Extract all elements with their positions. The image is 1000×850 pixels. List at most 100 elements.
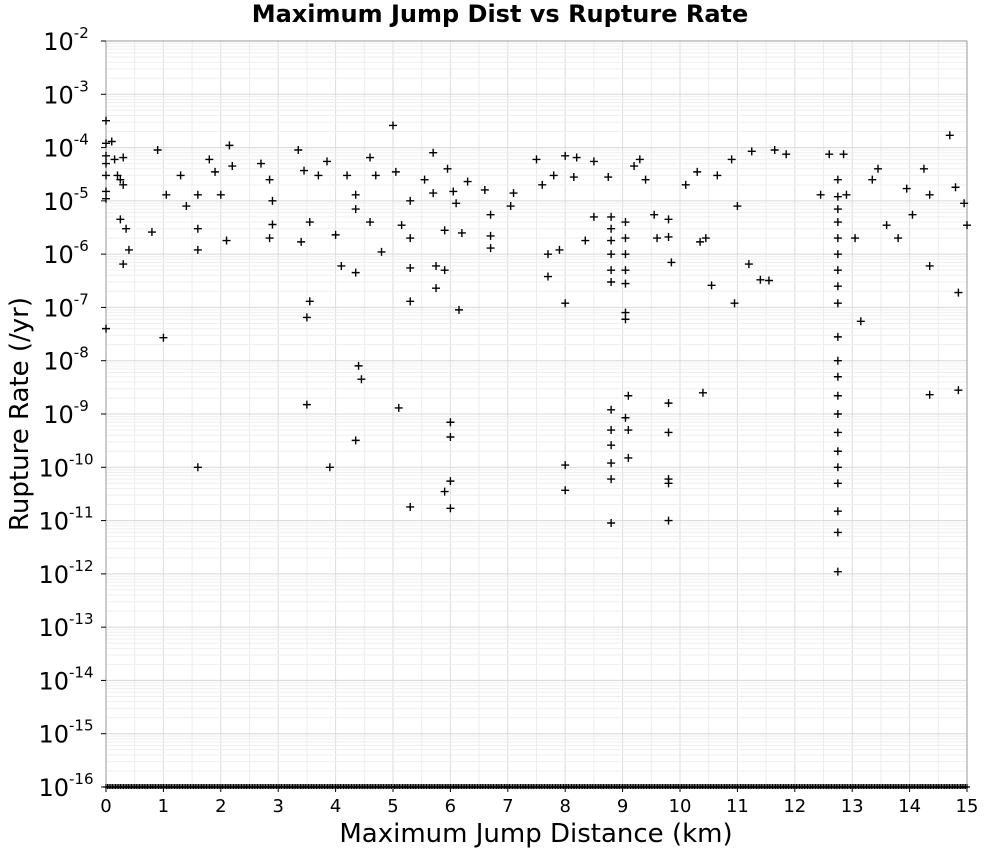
data-point	[701, 234, 710, 243]
data-point	[833, 218, 842, 227]
data-point	[747, 147, 756, 156]
y-tick-label: 10-10	[38, 450, 93, 482]
data-point	[351, 190, 360, 199]
y-tick-exponent: -6	[74, 237, 89, 255]
data-point	[486, 231, 495, 240]
data-point	[543, 272, 552, 281]
y-tick-exponent: -8	[74, 344, 89, 362]
data-point	[182, 202, 191, 211]
data-point	[664, 479, 673, 488]
data-point	[429, 148, 438, 157]
data-point	[621, 250, 630, 259]
data-point	[664, 399, 673, 408]
data-point	[193, 245, 202, 254]
data-point	[193, 224, 202, 233]
data-point	[486, 210, 495, 219]
y-tick-exponent: -7	[74, 290, 89, 308]
data-point	[621, 218, 630, 227]
data-point	[397, 221, 406, 230]
y-axis-title: Rupture Rate (/yr)	[5, 297, 35, 531]
data-point	[908, 210, 917, 219]
y-tick-exponent: -5	[74, 184, 89, 202]
data-point	[664, 516, 673, 525]
data-point	[205, 155, 214, 164]
data-point	[122, 224, 131, 233]
y-tick-exponent: -16	[69, 770, 94, 788]
y-tick-label: 10-13	[38, 610, 93, 642]
data-point	[902, 184, 911, 193]
data-point	[480, 185, 489, 194]
data-point	[268, 220, 277, 229]
data-point	[607, 405, 616, 414]
data-point	[581, 236, 590, 245]
x-tick-label: 11	[726, 796, 749, 817]
data-point	[538, 180, 547, 189]
data-point	[371, 171, 380, 180]
data-point	[698, 388, 707, 397]
y-tick-base: 10	[43, 241, 74, 269]
data-point	[868, 175, 877, 184]
data-point	[713, 171, 722, 180]
data-point	[102, 194, 110, 203]
x-tick-label: 10	[669, 796, 692, 817]
data-point	[406, 502, 415, 511]
data-point	[107, 137, 116, 146]
data-point	[607, 224, 616, 233]
data-point	[124, 245, 133, 254]
data-point	[406, 196, 415, 205]
data-point	[951, 183, 960, 192]
data-point	[211, 167, 220, 176]
y-tick-base: 10	[38, 614, 69, 642]
data-point	[147, 228, 156, 237]
data-point	[443, 164, 452, 173]
data-point	[391, 167, 400, 176]
data-point	[354, 361, 363, 370]
y-tick-exponent: -15	[69, 717, 94, 735]
y-tick-exponent: -12	[69, 557, 94, 575]
y-tick-label: 10-11	[38, 504, 93, 536]
y-tick-base: 10	[43, 28, 74, 56]
y-tick-base: 10	[43, 401, 74, 429]
data-point	[446, 477, 455, 486]
y-tick-label: 10-2	[43, 24, 89, 56]
data-point	[727, 155, 736, 164]
data-point	[532, 155, 541, 164]
data-point	[833, 282, 842, 291]
y-tick-base: 10	[43, 294, 74, 322]
y-tick-exponent: -14	[69, 663, 94, 681]
data-point	[256, 159, 265, 168]
data-point	[882, 221, 891, 230]
y-tick-base: 10	[38, 721, 69, 749]
data-point	[621, 266, 630, 275]
data-point	[440, 226, 449, 235]
data-point	[641, 175, 650, 184]
data-point	[833, 447, 842, 456]
data-point	[842, 190, 851, 199]
data-point	[216, 190, 225, 199]
y-tick-label: 10-3	[43, 77, 89, 109]
data-point	[621, 413, 630, 422]
data-point	[394, 403, 403, 412]
floor-markers	[103, 784, 970, 789]
data-point	[607, 212, 616, 221]
data-point	[607, 250, 616, 259]
data-point	[366, 218, 375, 227]
data-point	[300, 166, 309, 175]
data-point	[607, 519, 616, 528]
data-point	[406, 297, 415, 306]
x-tick-label: 1	[158, 796, 169, 817]
data-point	[569, 173, 578, 182]
y-tick-label: 10-5	[43, 184, 89, 216]
data-point	[667, 258, 676, 267]
y-tick-label: 10-4	[43, 131, 89, 163]
data-point	[621, 279, 630, 288]
y-tick-base: 10	[38, 667, 69, 695]
data-point	[833, 205, 842, 214]
y-tick-base: 10	[38, 454, 69, 482]
y-tick-exponent: -2	[74, 24, 89, 42]
data-point	[960, 199, 969, 208]
data-point	[833, 299, 842, 308]
data-point	[607, 441, 616, 450]
x-tick-label: 15	[956, 796, 979, 817]
